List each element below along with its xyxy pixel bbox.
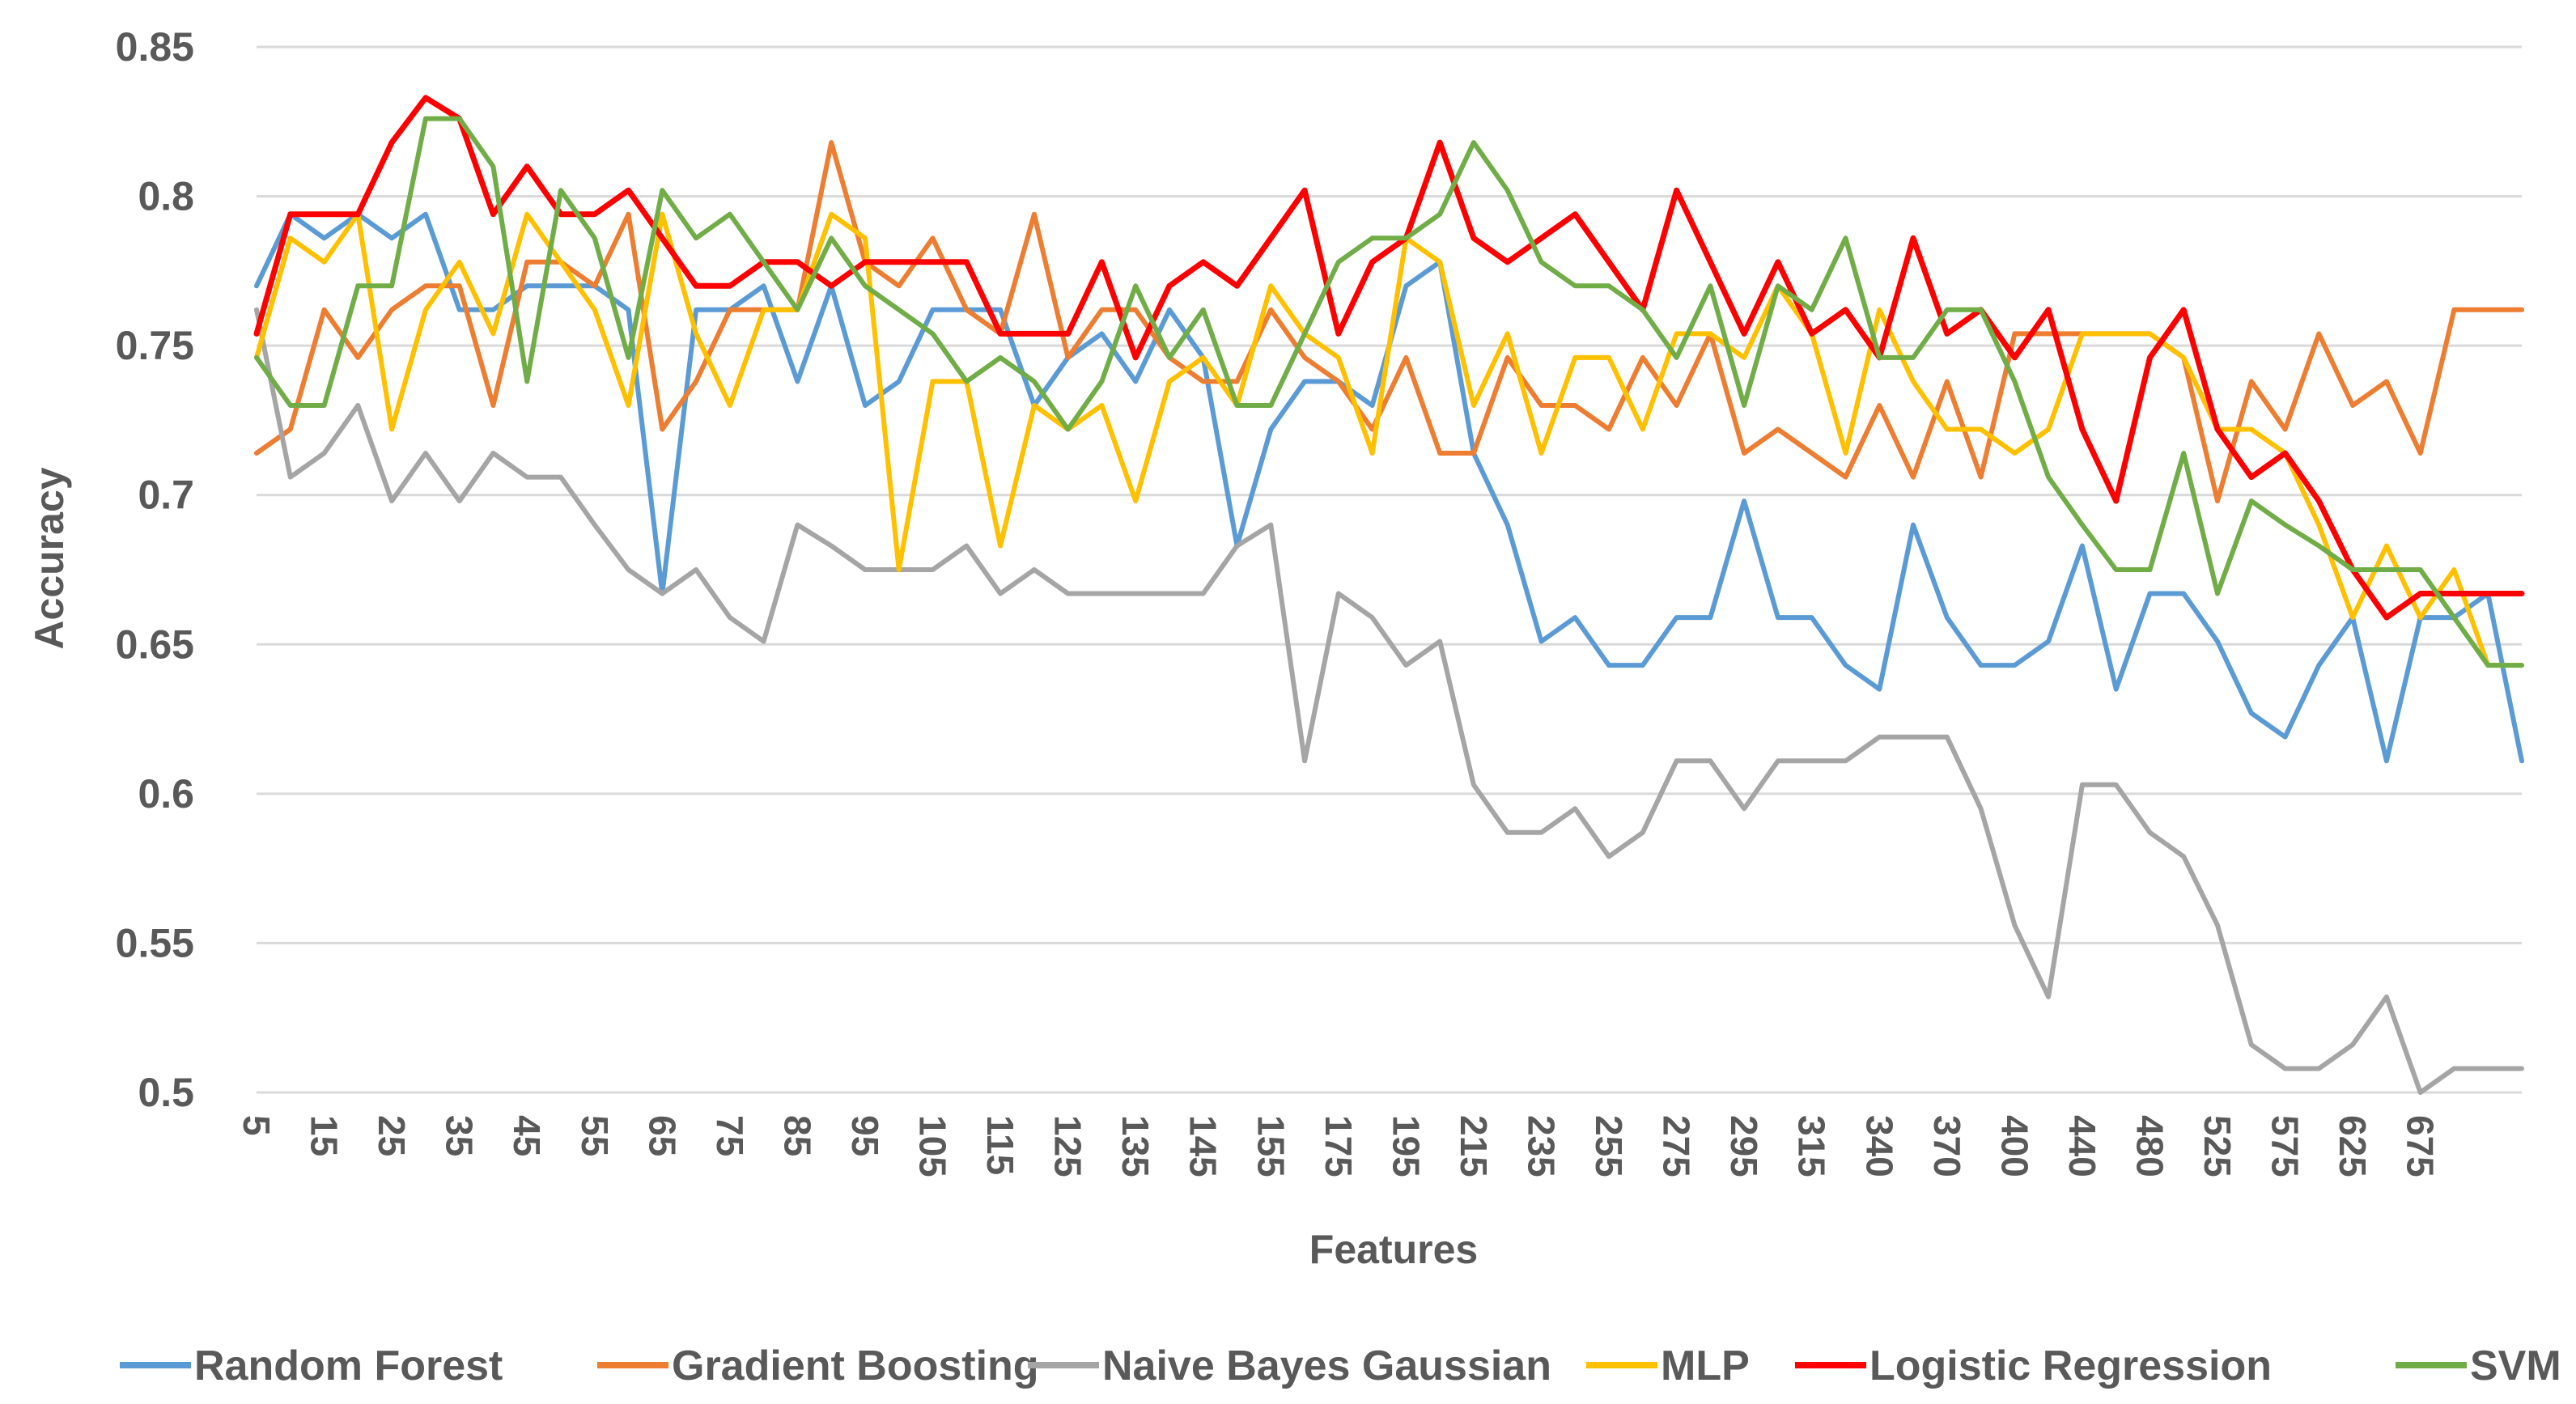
x-tick-label: 105	[912, 1115, 954, 1177]
series-line-logistic-regression	[253, 95, 2525, 621]
legend-label-random-forest: Random Forest	[194, 1342, 503, 1389]
y-tick-label: 0.65	[116, 621, 194, 667]
series-line-naive-bayes-gaussian	[254, 307, 2524, 1095]
legend-label-gradient-boosting: Gradient Boosting	[672, 1342, 1039, 1389]
y-tick-label: 0.75	[116, 323, 194, 368]
series-line-random-forest	[254, 211, 2524, 764]
x-tick-label: 135	[1114, 1115, 1156, 1177]
y-tick-label: 0.6	[138, 771, 194, 817]
x-tick-label: 295	[1723, 1115, 1765, 1177]
x-tick-label: 480	[2128, 1115, 2171, 1177]
x-tick-label: 85	[776, 1115, 818, 1156]
y-tick-label: 0.85	[116, 24, 194, 70]
series-line-mlp	[254, 211, 2524, 668]
legend-label-naive-bayes-gaussian: Naive Bayes Gaussian	[1102, 1342, 1551, 1389]
x-tick-label: 95	[844, 1115, 886, 1156]
x-tick-label: 315	[1791, 1115, 1833, 1177]
series-lines	[253, 95, 2525, 1095]
y-tick-label: 0.5	[138, 1070, 194, 1115]
y-tick-label: 0.55	[116, 920, 194, 965]
x-tick-label: 125	[1047, 1115, 1089, 1177]
x-tick-label: 235	[1520, 1115, 1562, 1177]
x-tick-label: 35	[439, 1115, 481, 1156]
x-tick-label: 65	[641, 1115, 683, 1156]
x-tick-label: 255	[1588, 1115, 1630, 1177]
x-tick-label: 5	[236, 1115, 278, 1136]
x-tick-label: 195	[1385, 1115, 1427, 1177]
x-tick-label: 75	[709, 1115, 751, 1156]
x-tick-label: 275	[1656, 1115, 1698, 1177]
x-tick-label: 370	[1926, 1115, 1968, 1177]
x-tick-label: 15	[303, 1115, 346, 1156]
legend-label-logistic-regression: Logistic Regression	[1869, 1342, 2272, 1389]
legend-label-mlp: MLP	[1661, 1342, 1750, 1389]
x-axis-title: Features	[1309, 1227, 1478, 1272]
x-tick-label: 115	[979, 1115, 1021, 1175]
x-tick-label: 525	[2196, 1115, 2239, 1177]
grid-lines	[257, 45, 2522, 1094]
x-tick-label: 625	[2332, 1115, 2374, 1177]
x-axis-ticks: 5 15 25 35 45 55 65 75 85 95 105 115 125 135 145 155 175…	[236, 1115, 2442, 1177]
series-line-svm	[254, 116, 2524, 668]
legend: Random Forest Gradient Boosting Naive Baye…	[120, 1342, 2561, 1389]
y-tick-label: 0.7	[138, 473, 194, 518]
y-tick-label: 0.8	[138, 174, 194, 219]
legend-label-svm: SVM	[2470, 1342, 2561, 1389]
x-tick-label: 440	[2061, 1115, 2103, 1177]
x-tick-label: 575	[2264, 1115, 2307, 1177]
x-tick-label: 45	[506, 1115, 548, 1156]
x-tick-label: 155	[1250, 1115, 1292, 1177]
x-tick-label: 215	[1453, 1115, 1495, 1177]
x-tick-label: 25	[371, 1115, 413, 1156]
x-tick-label: 400	[1993, 1115, 2035, 1177]
x-tick-label: 55	[574, 1115, 616, 1156]
x-tick-label: 145	[1182, 1115, 1224, 1177]
y-axis-title: Accuracy	[27, 467, 72, 649]
x-tick-label: 340	[1858, 1115, 1900, 1177]
y-axis-ticks: 0.5 0.55 0.6 0.65 0.7 0.75 0.8 0.85	[116, 24, 194, 1115]
x-tick-label: 175	[1318, 1115, 1360, 1177]
x-tick-label: 675	[2400, 1115, 2442, 1177]
